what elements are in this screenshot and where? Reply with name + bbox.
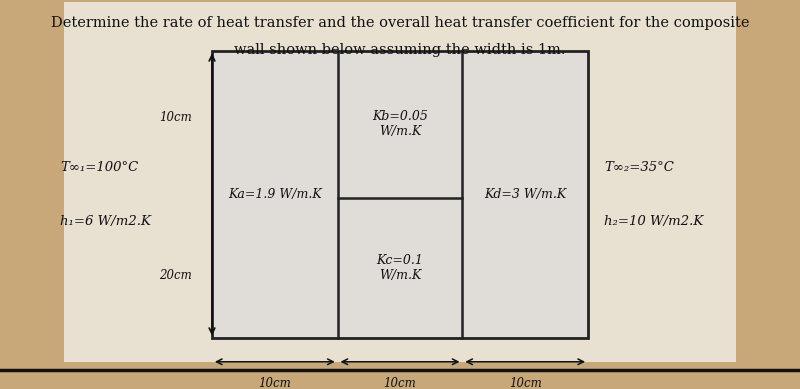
- Text: Kd=3 W/m.K: Kd=3 W/m.K: [484, 188, 566, 201]
- Bar: [64, 2, 736, 362]
- Text: Ka=1.9 W/m.K: Ka=1.9 W/m.K: [228, 188, 322, 201]
- Text: 10cm: 10cm: [159, 110, 192, 124]
- Text: Determine the rate of heat transfer and the overall heat transfer coefficient fo: Determine the rate of heat transfer and …: [50, 16, 750, 30]
- Text: 20cm: 20cm: [159, 269, 192, 282]
- Text: wall shown below assuming the width is 1m.: wall shown below assuming the width is 1…: [234, 43, 566, 57]
- Text: Kb=0.05
W/m.K: Kb=0.05 W/m.K: [372, 110, 428, 138]
- Text: T∞₂=35°C: T∞₂=35°C: [604, 161, 674, 174]
- Text: 10cm: 10cm: [509, 377, 542, 389]
- Bar: [212, 51, 588, 338]
- Text: 10cm: 10cm: [384, 377, 416, 389]
- Text: T∞₁=100°C: T∞₁=100°C: [60, 161, 138, 174]
- Text: h₁=6 W/m2.K: h₁=6 W/m2.K: [60, 215, 151, 228]
- Text: h₂=10 W/m2.K: h₂=10 W/m2.K: [604, 215, 703, 228]
- Text: 10cm: 10cm: [258, 377, 291, 389]
- Text: Kc=0.1
W/m.K: Kc=0.1 W/m.K: [377, 254, 423, 282]
